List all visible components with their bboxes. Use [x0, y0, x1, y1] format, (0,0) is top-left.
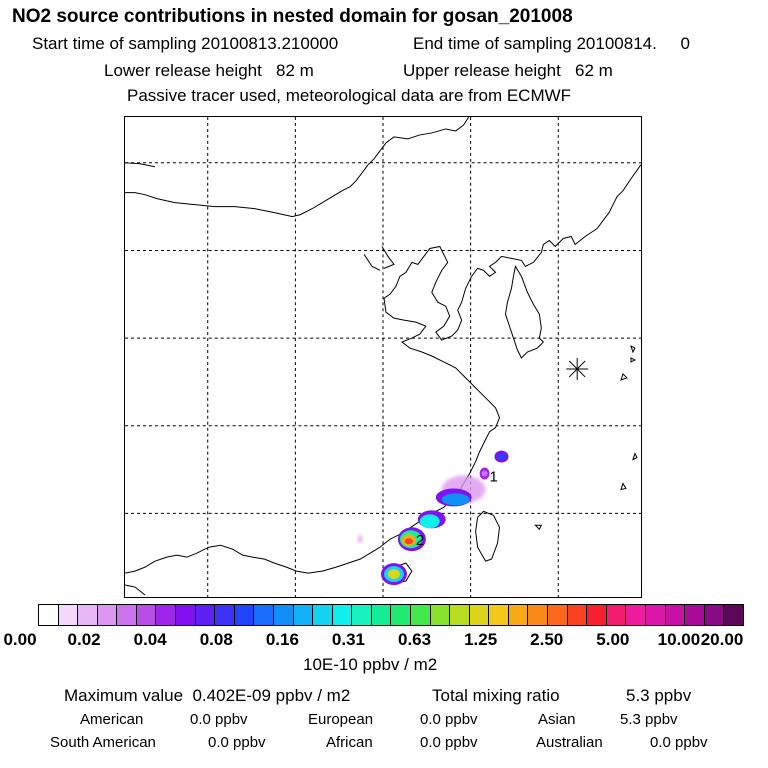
- colorbar-swatch: [136, 605, 157, 625]
- colorbar-swatch: [371, 605, 392, 625]
- colorbar-swatch: [313, 605, 333, 625]
- region-value: 0.0 ppbv: [190, 711, 248, 728]
- colorbar-swatch: [254, 605, 274, 625]
- tracer-note: Passive tracer used, meteorological data…: [127, 86, 572, 105]
- colorbar-swatch: [450, 605, 470, 625]
- colorbar-swatch: [215, 605, 235, 625]
- colorbar-swatch: [430, 605, 451, 625]
- colorbar-tick-label: 2.50: [530, 630, 564, 649]
- colorbar-swatch: [626, 605, 646, 625]
- colorbar-swatch: [567, 605, 588, 625]
- page-title: NO2 source contributions in nested domai…: [12, 6, 573, 27]
- upper-release-text: Upper release height 62 m: [403, 61, 613, 80]
- total-mixing-label: Total mixing ratio: [432, 686, 560, 705]
- colorbar: [38, 604, 744, 626]
- colorbar-swatch: [234, 605, 255, 625]
- colorbar-tick-label: 0.04: [133, 630, 167, 649]
- colorbar-swatch: [508, 605, 529, 625]
- map-panel: 1 2: [124, 116, 642, 598]
- source-label-1: 1: [490, 468, 498, 485]
- region-name: African: [326, 734, 373, 751]
- colorbar-tick-label: 10.00: [657, 630, 701, 649]
- colorbar-swatch: [58, 605, 79, 625]
- colorbar-swatch: [704, 605, 725, 625]
- region-name: European: [308, 711, 374, 728]
- colorbar-swatch: [489, 605, 509, 625]
- colorbar-swatch: [685, 605, 705, 625]
- total-mixing-value: 5.3 ppbv: [626, 686, 692, 705]
- colorbar-swatch: [293, 605, 314, 625]
- colorbar-swatch: [724, 605, 743, 625]
- colorbar-swatch: [606, 605, 627, 625]
- colorbar-swatch: [391, 605, 411, 625]
- colorbar-tick-label: 0.16: [265, 630, 299, 649]
- colorbar-swatch: [645, 605, 666, 625]
- colorbar-swatch: [78, 605, 98, 625]
- colorbar-swatch: [352, 605, 372, 625]
- colorbar-swatch: [97, 605, 118, 625]
- receptor-star-icon: [566, 357, 589, 380]
- colorbar-tick-label: 5.00: [596, 630, 630, 649]
- colorbar-tick-label: 0.63: [397, 630, 432, 649]
- colorbar-tick-label: 1.25: [464, 630, 498, 649]
- colorbar-swatch: [587, 605, 607, 625]
- colorbar-swatch: [176, 605, 196, 625]
- region-value: 0.0 ppbv: [650, 734, 708, 751]
- plume: [357, 450, 509, 586]
- colorbar-swatch: [469, 605, 490, 625]
- colorbar-tick-label: 0.00: [3, 630, 37, 649]
- region-value: 0.0 ppbv: [420, 734, 478, 751]
- colorbar-swatch: [39, 605, 59, 625]
- colorbar-swatch: [156, 605, 177, 625]
- coastlines: [125, 117, 641, 596]
- region-value: 0.0 ppbv: [420, 711, 478, 728]
- colorbar-swatch: [548, 605, 568, 625]
- colorbar-swatch: [665, 605, 686, 625]
- region-name: South American: [50, 734, 156, 751]
- region-value: 5.3 ppbv: [620, 711, 678, 728]
- colorbar-swatch: [410, 605, 431, 625]
- region-name: Australian: [536, 734, 603, 751]
- graticule: [125, 117, 641, 597]
- end-sampling-text: End time of sampling 20100814. 0: [413, 34, 690, 53]
- colorbar-tick-label: 20.00: [700, 630, 744, 649]
- start-sampling-text: Start time of sampling 20100813.210000: [32, 34, 339, 53]
- region-value: 0.0 ppbv: [208, 734, 266, 751]
- colorbar-swatch: [273, 605, 294, 625]
- colorbar-swatch: [117, 605, 137, 625]
- source-label-2: 2: [416, 532, 424, 549]
- colorbar-unit: 10E-10 ppbv / m2: [303, 655, 438, 674]
- colorbar-swatch: [528, 605, 549, 625]
- colorbar-tick-label: 0.31: [331, 630, 365, 649]
- lower-release-text: Lower release height 82 m: [104, 61, 314, 80]
- max-value-text: Maximum value 0.402E-09 ppbv / m2: [64, 686, 351, 705]
- region-name: Asian: [538, 711, 576, 728]
- colorbar-swatch: [195, 605, 216, 625]
- colorbar-swatch: [332, 605, 353, 625]
- colorbar-tick-label: 0.08: [199, 630, 233, 649]
- colorbar-tick-label: 0.02: [67, 630, 101, 649]
- region-name: American: [80, 711, 144, 728]
